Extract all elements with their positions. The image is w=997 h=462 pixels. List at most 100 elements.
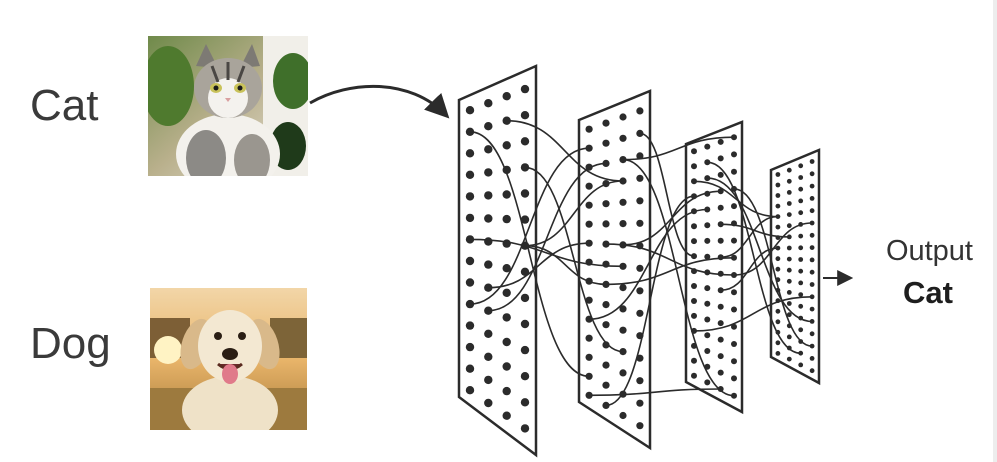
neuron-dot — [786, 290, 792, 295]
neuron-dot — [691, 357, 697, 364]
neuron-dot — [704, 348, 711, 354]
neuron-dot — [798, 303, 804, 309]
neuron-dot — [636, 287, 644, 295]
neuron-dot — [636, 107, 644, 115]
neuron-dot — [786, 301, 792, 306]
neuron-dot — [636, 174, 644, 182]
neuron-dot — [502, 288, 511, 297]
neuron-dot — [520, 215, 530, 224]
neuron-dot — [704, 285, 711, 292]
neuron-dot — [636, 219, 644, 227]
neuron-dot — [691, 148, 697, 155]
neuron-dot — [520, 137, 530, 146]
connection-line — [524, 244, 607, 286]
neuron-dot — [809, 159, 815, 164]
neuron-dot — [502, 214, 511, 224]
neuron-dot — [798, 186, 804, 192]
neuron-dot — [465, 149, 475, 158]
neuron-dot — [636, 309, 644, 317]
neuron-dot — [520, 111, 530, 120]
neuron-dot — [484, 260, 493, 269]
neuron-dot — [798, 175, 804, 180]
neuron-dot — [465, 256, 475, 266]
neuron-dot — [704, 222, 711, 229]
neuron-dot — [585, 201, 593, 209]
neuron-dot — [691, 283, 697, 289]
neuron-dot — [798, 362, 804, 368]
neuron-dot — [798, 327, 804, 333]
neuron-dot — [619, 305, 627, 313]
neuron-dot — [798, 210, 804, 216]
neuron-dot — [602, 119, 610, 127]
neuron-dot — [465, 342, 475, 352]
neuron-dot — [520, 189, 530, 198]
neuron-dot — [786, 178, 792, 184]
neuron-dot — [731, 151, 737, 158]
neuron-dot — [704, 332, 711, 339]
neuron-dot — [717, 336, 724, 343]
neuron-dot — [636, 152, 644, 160]
layer-panel — [769, 148, 821, 386]
neuron-dot — [484, 329, 493, 338]
output-class: Cat — [903, 275, 953, 310]
neuron-dot — [775, 351, 781, 356]
neuron-dot — [502, 337, 511, 347]
neuron-dot — [585, 334, 593, 342]
neuron-dot — [775, 308, 781, 314]
connection-line — [469, 147, 590, 305]
neuron-dot — [704, 253, 711, 260]
connection-line — [524, 166, 624, 353]
neuron-dot — [636, 354, 644, 362]
neuron-dot — [465, 364, 475, 373]
connection-line — [589, 388, 721, 397]
neuron-dot — [786, 167, 792, 173]
layer-panel — [457, 64, 538, 458]
neuron-dot — [731, 203, 737, 210]
neuron-dot — [502, 411, 511, 420]
edge-divider — [993, 0, 997, 462]
neuron-dot — [585, 220, 593, 228]
neuron-dot — [786, 223, 792, 229]
neuron-dot — [520, 319, 530, 329]
neuron-dot — [465, 213, 475, 223]
cat-image — [148, 36, 308, 176]
connection-line — [469, 131, 590, 378]
neuron-dot — [465, 192, 475, 201]
neuron-dot — [809, 257, 815, 263]
neuron-dot — [619, 198, 627, 206]
neuron-dot — [520, 398, 530, 407]
connection-line — [720, 223, 790, 238]
neuron-dot — [585, 125, 593, 133]
neuron-dot — [775, 256, 781, 262]
connection-line — [622, 136, 735, 161]
neuron-dot — [786, 267, 792, 273]
neuron-dot — [786, 245, 792, 251]
neuron-dot — [602, 341, 610, 349]
connection-line — [720, 247, 778, 291]
neuron-dot — [731, 306, 737, 313]
neuron-dot — [484, 237, 493, 246]
neuron-dot — [809, 183, 815, 189]
neuron-dot — [798, 292, 804, 297]
connection-line — [693, 180, 778, 218]
neuron-dot — [585, 182, 593, 190]
neuron-dot — [520, 84, 530, 94]
neuron-dot — [691, 312, 697, 319]
neuron-dot — [704, 300, 711, 307]
neuron-dot — [465, 170, 475, 179]
neuron-dot — [636, 399, 644, 407]
connection-line — [506, 119, 624, 182]
neuron-dot — [502, 141, 511, 150]
layer-connections — [469, 119, 813, 407]
neuron-dot — [636, 264, 644, 272]
neuron-dot — [717, 320, 724, 327]
neuron-dot — [798, 257, 804, 262]
neuron-dot — [585, 296, 593, 304]
neuron-dot — [520, 372, 530, 381]
connection-line — [488, 242, 590, 289]
neuron-dot — [731, 358, 737, 365]
neural-network-layers — [457, 64, 821, 458]
neuron-dot — [798, 245, 804, 251]
